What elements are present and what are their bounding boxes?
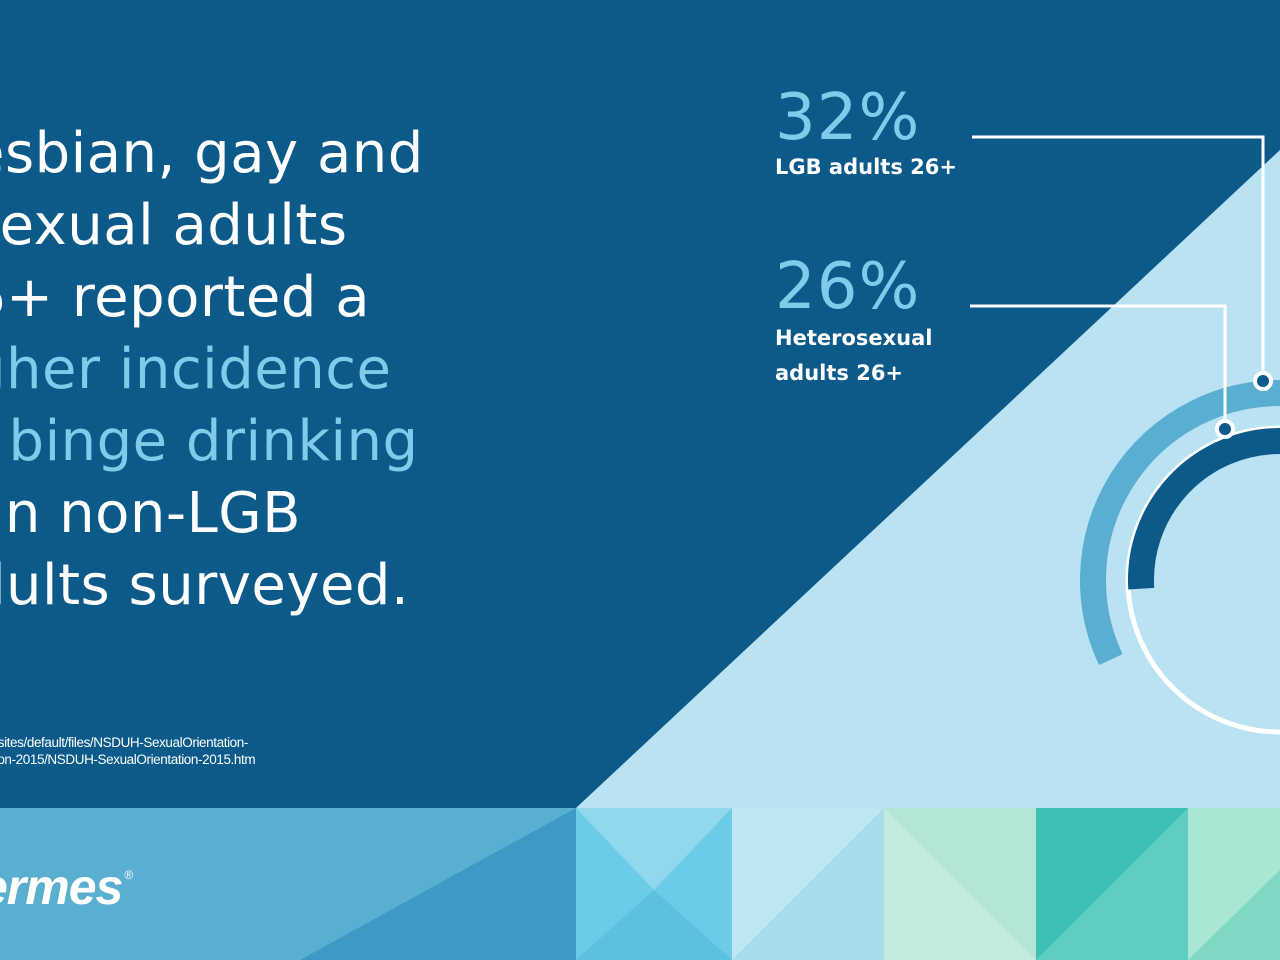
- headline-line-highlight: gher incidence: [0, 337, 392, 402]
- headline-line: esbian, gay and: [0, 121, 424, 186]
- headline-line: 6+ reported a: [0, 265, 371, 330]
- arc-heterosexual-adults: [1128, 428, 1280, 590]
- source-line: rientation-2015/NSDUH-SexualOrientation-…: [0, 752, 256, 767]
- stat-value-heterosexual: 26%: [775, 250, 921, 324]
- marker-lgb: [1253, 371, 1273, 391]
- stat-value-lgb: 32%: [775, 81, 921, 155]
- headline-line: an non-LGB: [0, 481, 302, 546]
- radial-chart: [970, 135, 1280, 735]
- headline-line: sexual adults: [0, 193, 348, 258]
- connector-lgb: [972, 135, 1265, 381]
- brand-logo: ermes®: [0, 858, 133, 916]
- stat-label-line: adults 26+: [775, 361, 904, 385]
- bottom-pattern-band: [0, 808, 1280, 960]
- stat-label-lgb: LGB adults 26+: [775, 150, 957, 185]
- stat-label-heterosexual: Heterosexual adults 26+: [775, 321, 933, 391]
- registered-mark: ®: [124, 868, 133, 882]
- marker-heterosexual: [1215, 419, 1235, 439]
- headline-line: dults surveyed.: [0, 553, 410, 618]
- connector-heterosexual: [970, 304, 1227, 429]
- source-citation: v/data/sites/default/files/NSDUH-SexualO…: [0, 734, 256, 768]
- stat-label-line: LGB adults 26+: [775, 155, 957, 179]
- source-line: v/data/sites/default/files/NSDUH-SexualO…: [0, 735, 248, 750]
- stat-label-line: Heterosexual: [775, 326, 933, 350]
- logo-text: ermes: [0, 859, 123, 915]
- headline: esbian, gay and sexual adults 6+ reporte…: [0, 118, 530, 622]
- headline-line-highlight: f binge drinking: [0, 409, 419, 474]
